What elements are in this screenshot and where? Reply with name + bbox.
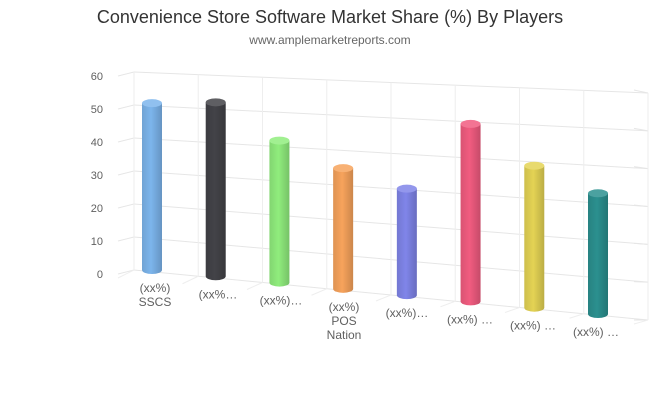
grid-line-floor xyxy=(311,288,327,296)
bar[interactable] xyxy=(142,99,162,275)
bar-top xyxy=(396,184,417,193)
grid-line-floor xyxy=(569,313,584,319)
bar-body xyxy=(396,188,417,300)
bar[interactable] xyxy=(588,189,608,318)
chart-title: Convenience Store Software Market Share … xyxy=(96,7,564,27)
y-tick-label: 30 xyxy=(91,170,103,182)
grid-line-floor xyxy=(440,300,456,308)
bar[interactable] xyxy=(205,98,226,281)
bar-body xyxy=(460,123,481,306)
grid-line-side xyxy=(633,127,649,132)
chart-subtitle: www.amplemarketreports.com xyxy=(249,33,411,47)
bar-top xyxy=(588,189,608,198)
x-tick-label: (xx%) … xyxy=(573,325,619,339)
grid-line-side xyxy=(117,203,135,209)
x-tick-label: (xx%) POS Nation xyxy=(327,300,362,342)
bar-body xyxy=(205,102,226,281)
bar-top xyxy=(142,99,162,108)
grid-line-side xyxy=(633,89,649,94)
grid-line-side xyxy=(633,281,649,283)
grid-line-side xyxy=(633,166,649,170)
x-tick-label: (xx%… xyxy=(199,287,238,301)
bar[interactable] xyxy=(524,161,545,312)
y-tick-label: 60 xyxy=(91,71,103,83)
grid-line-floor xyxy=(117,269,135,279)
grid-lines xyxy=(117,71,649,325)
y-tick-label: 40 xyxy=(91,137,103,149)
bar-body xyxy=(142,103,162,275)
x-axis-labels: (xx%) SSCS (xx%… (xx%)… (xx%) POS Nation (xx%)…… xyxy=(139,281,619,342)
bar-top xyxy=(333,164,354,173)
bar-top xyxy=(205,98,226,107)
bar-top xyxy=(524,161,545,170)
bar[interactable] xyxy=(269,136,290,287)
grid-line-floor xyxy=(182,275,199,285)
x-tick-label: (xx%) SSCS xyxy=(139,281,172,309)
bars xyxy=(142,98,608,318)
grid-line-floor xyxy=(246,282,263,290)
x-tick-label: (xx%)… xyxy=(260,294,303,308)
grid-line-floor xyxy=(633,319,649,325)
grid-line-side xyxy=(117,137,135,143)
y-tick-label: 0 xyxy=(97,269,103,281)
y-tick-label: 20 xyxy=(91,203,103,215)
grid-line-side xyxy=(117,269,135,275)
bar[interactable] xyxy=(396,184,417,300)
y-tick-label: 10 xyxy=(91,236,103,248)
x-tick-label: (xx%) … xyxy=(447,312,493,326)
grid-line-side xyxy=(117,71,135,77)
grid-line-side xyxy=(117,104,135,110)
grid-line-floor xyxy=(504,307,520,313)
bar-top xyxy=(269,136,290,145)
grid-line-side xyxy=(633,204,649,207)
grid-line-side xyxy=(633,242,649,245)
grid-line-side xyxy=(117,236,135,242)
bar[interactable] xyxy=(460,119,481,306)
bar-top xyxy=(460,119,481,128)
bar-body xyxy=(269,140,290,287)
bar-body xyxy=(524,165,545,312)
x-tick-label: (xx%)… xyxy=(386,306,429,320)
bar[interactable] xyxy=(333,164,354,293)
x-tick-label: (xx%) … xyxy=(510,319,556,333)
bar-body xyxy=(588,193,608,318)
bar-body xyxy=(333,168,354,293)
grid-line-side xyxy=(117,170,135,176)
y-tick-label: 50 xyxy=(91,104,103,116)
grid-line-floor xyxy=(375,294,392,302)
